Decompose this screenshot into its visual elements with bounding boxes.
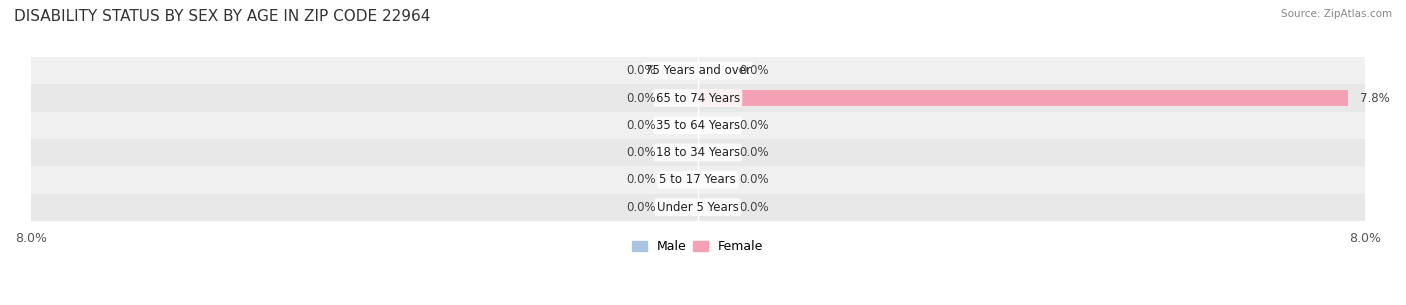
Bar bbox=[31, 166, 1365, 194]
Bar bbox=[31, 112, 1365, 139]
Legend: Male, Female: Male, Female bbox=[627, 235, 769, 258]
Text: 35 to 64 Years: 35 to 64 Years bbox=[655, 119, 740, 132]
Bar bbox=[31, 194, 1365, 221]
Text: 75 Years and over: 75 Years and over bbox=[645, 64, 751, 77]
Text: 0.0%: 0.0% bbox=[740, 64, 769, 77]
Bar bbox=[697, 91, 1348, 106]
Bar bbox=[31, 139, 1365, 166]
Bar bbox=[31, 57, 1365, 84]
Text: 0.0%: 0.0% bbox=[740, 201, 769, 214]
Bar bbox=[31, 84, 1365, 112]
Text: 0.0%: 0.0% bbox=[740, 119, 769, 132]
Text: 0.0%: 0.0% bbox=[740, 173, 769, 186]
Text: 0.0%: 0.0% bbox=[627, 201, 657, 214]
Text: 0.0%: 0.0% bbox=[627, 92, 657, 105]
Text: 0.0%: 0.0% bbox=[627, 119, 657, 132]
Text: 0.0%: 0.0% bbox=[627, 173, 657, 186]
Text: 0.0%: 0.0% bbox=[740, 146, 769, 159]
Text: 0.0%: 0.0% bbox=[627, 64, 657, 77]
Text: 7.8%: 7.8% bbox=[1361, 92, 1391, 105]
Text: 0.0%: 0.0% bbox=[627, 146, 657, 159]
Text: 65 to 74 Years: 65 to 74 Years bbox=[655, 92, 740, 105]
Text: Under 5 Years: Under 5 Years bbox=[657, 201, 738, 214]
Text: 5 to 17 Years: 5 to 17 Years bbox=[659, 173, 737, 186]
Text: 18 to 34 Years: 18 to 34 Years bbox=[655, 146, 740, 159]
Text: Source: ZipAtlas.com: Source: ZipAtlas.com bbox=[1281, 9, 1392, 19]
Text: DISABILITY STATUS BY SEX BY AGE IN ZIP CODE 22964: DISABILITY STATUS BY SEX BY AGE IN ZIP C… bbox=[14, 9, 430, 24]
